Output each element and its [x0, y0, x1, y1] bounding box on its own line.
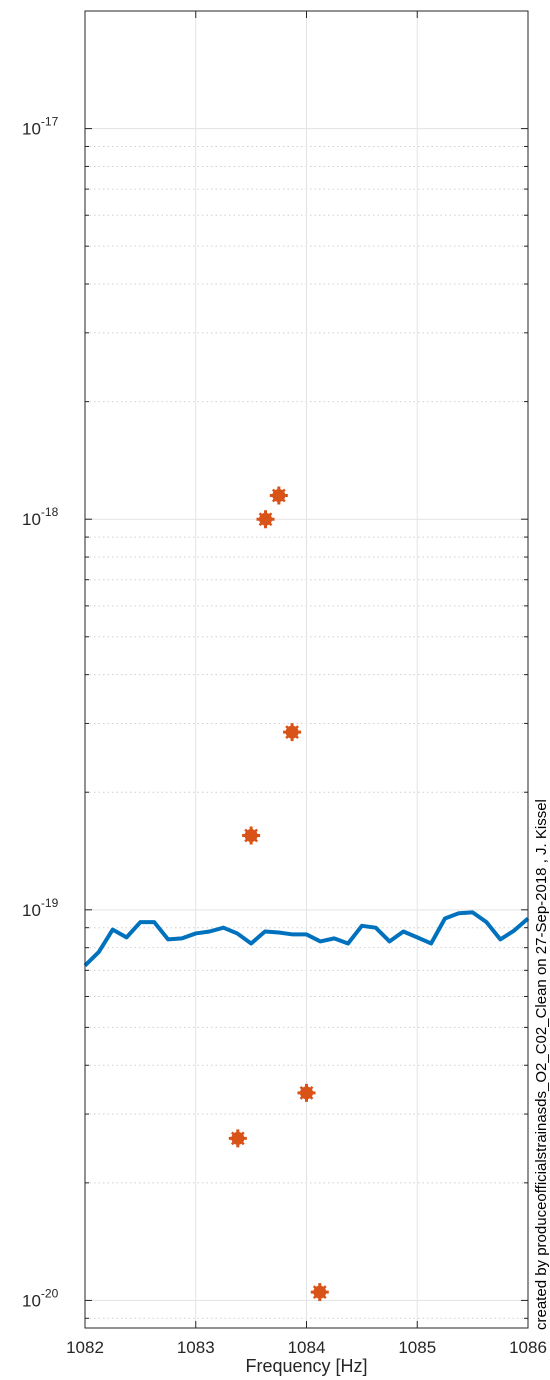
scatter-point [242, 826, 261, 845]
scatter-point [256, 510, 275, 529]
scatter-point [283, 723, 302, 742]
scatter-point [297, 1083, 316, 1102]
y-axis: 10-17 10-18 10-19 10-20 [22, 10, 528, 1319]
x-tick-label: 1084 [288, 1338, 326, 1357]
x-tick-label: 1086 [509, 1338, 547, 1357]
x-tick-label: 1082 [66, 1338, 104, 1357]
series-layer [83, 486, 530, 1302]
scatter-point [269, 486, 288, 505]
series-line [83, 910, 530, 967]
y-tick-label: 10-19 [22, 896, 59, 920]
x-tick-label: 1085 [398, 1338, 436, 1357]
y-tick-label: 10-17 [22, 115, 59, 139]
y-tick-label: 10-20 [22, 1286, 59, 1310]
x-axis-label: Frequency [Hz] [245, 1356, 367, 1376]
scatter-point [228, 1129, 247, 1148]
credit-text: created by produceofficialstrainasds_O2_… [533, 799, 550, 1330]
y-tick-label: 10-18 [22, 505, 59, 529]
scatter-point [310, 1283, 329, 1302]
x-axis: 1082 1083 1084 1085 1086 [66, 11, 547, 1357]
x-tick-label: 1083 [177, 1338, 215, 1357]
